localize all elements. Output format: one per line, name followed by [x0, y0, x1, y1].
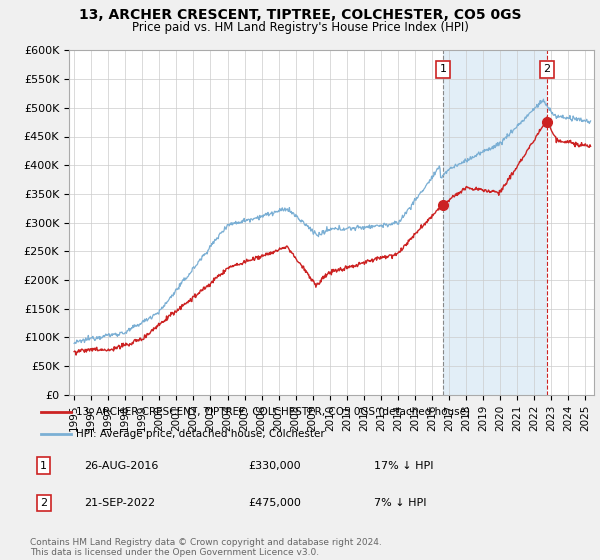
Text: 21-SEP-2022: 21-SEP-2022 [85, 498, 156, 508]
Bar [443, 50, 547, 395]
Text: 7% ↓ HPI: 7% ↓ HPI [374, 498, 427, 508]
Text: 13, ARCHER CRESCENT, TIPTREE, COLCHESTER, CO5 0GS (detached house): 13, ARCHER CRESCENT, TIPTREE, COLCHESTER… [76, 407, 470, 417]
Text: 2: 2 [543, 64, 550, 74]
Text: 1: 1 [40, 461, 47, 471]
Text: 2: 2 [40, 498, 47, 508]
Text: 1: 1 [440, 64, 446, 74]
Text: Contains HM Land Registry data © Crown copyright and database right 2024.
This d: Contains HM Land Registry data © Crown c… [30, 538, 382, 557]
Text: Price paid vs. HM Land Registry's House Price Index (HPI): Price paid vs. HM Land Registry's House … [131, 21, 469, 34]
Text: 17% ↓ HPI: 17% ↓ HPI [374, 461, 433, 471]
Text: £330,000: £330,000 [248, 461, 301, 471]
Text: 13, ARCHER CRESCENT, TIPTREE, COLCHESTER, CO5 0GS: 13, ARCHER CRESCENT, TIPTREE, COLCHESTER… [79, 8, 521, 22]
Text: £475,000: £475,000 [248, 498, 301, 508]
Text: 26-AUG-2016: 26-AUG-2016 [85, 461, 159, 471]
Text: HPI: Average price, detached house, Colchester: HPI: Average price, detached house, Colc… [76, 429, 325, 438]
